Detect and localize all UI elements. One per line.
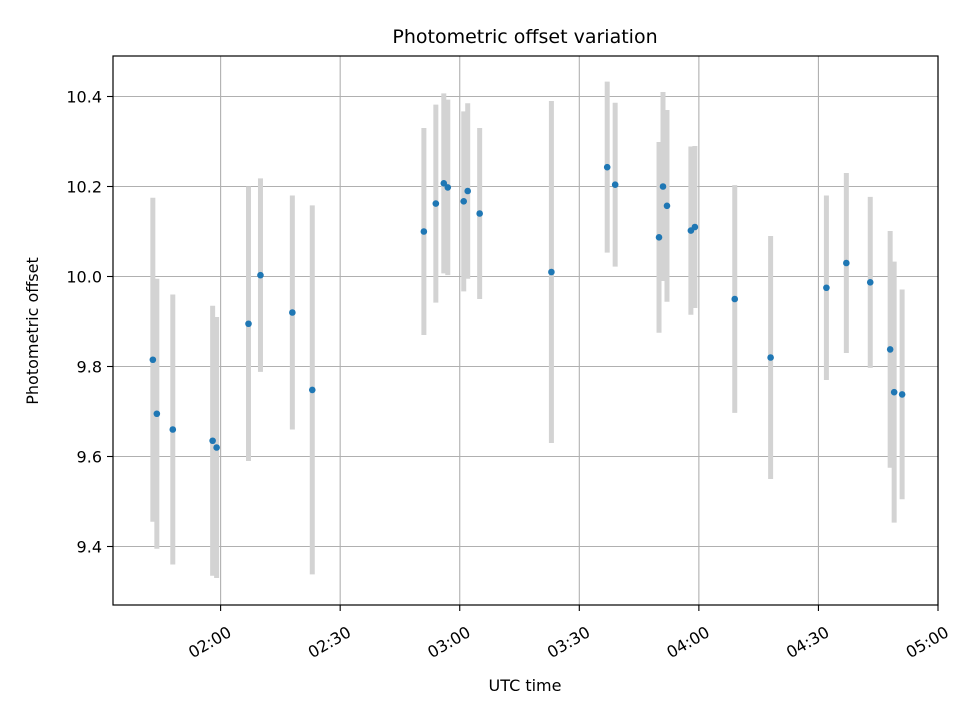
y-tick-label: 9.4 bbox=[77, 538, 102, 557]
data-point bbox=[691, 223, 699, 231]
y-axis-label: Photometric offset bbox=[23, 257, 42, 405]
y-tick-label: 10.0 bbox=[66, 268, 102, 287]
x-tick-label: 03:30 bbox=[544, 622, 593, 662]
x-tick-label: 02:00 bbox=[185, 622, 234, 662]
error-bars bbox=[150, 81, 905, 578]
data-point bbox=[548, 268, 555, 276]
data-point bbox=[308, 386, 316, 394]
data-point bbox=[731, 295, 739, 303]
x-tick-label: 02:30 bbox=[305, 622, 354, 662]
data-point bbox=[603, 163, 611, 171]
x-axis-ticks: 02:00 02:30 03:00 03:30 04:00 04:30 05:00 bbox=[185, 605, 952, 662]
data-point bbox=[245, 320, 252, 328]
data-point bbox=[289, 309, 296, 316]
data-point bbox=[655, 234, 663, 241]
data-point bbox=[898, 391, 906, 398]
data-point bbox=[767, 354, 774, 361]
data-point bbox=[257, 271, 264, 279]
x-tick-label: 04:00 bbox=[663, 622, 712, 662]
data-point bbox=[823, 284, 830, 292]
data-point bbox=[843, 259, 850, 267]
data-point bbox=[153, 410, 161, 418]
data-point bbox=[213, 444, 220, 451]
y-tick-label: 10.2 bbox=[66, 178, 102, 197]
y-tick-label: 9.6 bbox=[77, 448, 102, 467]
data-point bbox=[444, 184, 452, 191]
data-point bbox=[209, 437, 216, 445]
y-tick-label: 9.8 bbox=[77, 358, 102, 377]
data-point bbox=[432, 200, 440, 207]
plot-frame bbox=[112, 55, 939, 606]
grid bbox=[113, 56, 939, 605]
data-point bbox=[420, 228, 428, 235]
data-point bbox=[886, 346, 894, 353]
x-axis-label: UTC time bbox=[489, 676, 562, 695]
x-tick-label: 03:00 bbox=[424, 622, 473, 662]
data-point bbox=[659, 183, 667, 190]
data-point bbox=[866, 279, 874, 286]
chart-title: Photometric offset variation bbox=[392, 26, 657, 48]
x-tick-label: 05:00 bbox=[903, 622, 952, 662]
data-points bbox=[149, 163, 906, 451]
data-point bbox=[611, 181, 619, 188]
data-point bbox=[440, 180, 448, 187]
data-point bbox=[890, 388, 898, 396]
data-point bbox=[169, 426, 177, 433]
x-tick-label: 04:30 bbox=[783, 622, 832, 662]
data-point bbox=[476, 210, 483, 217]
y-tick-label: 10.4 bbox=[66, 88, 102, 107]
y-axis-ticks: 9.4 9.6 9.8 10.0 10.2 10.4 bbox=[66, 88, 113, 557]
data-point bbox=[460, 198, 468, 205]
data-point bbox=[149, 356, 157, 364]
data-point bbox=[663, 202, 671, 210]
data-point bbox=[464, 187, 472, 195]
